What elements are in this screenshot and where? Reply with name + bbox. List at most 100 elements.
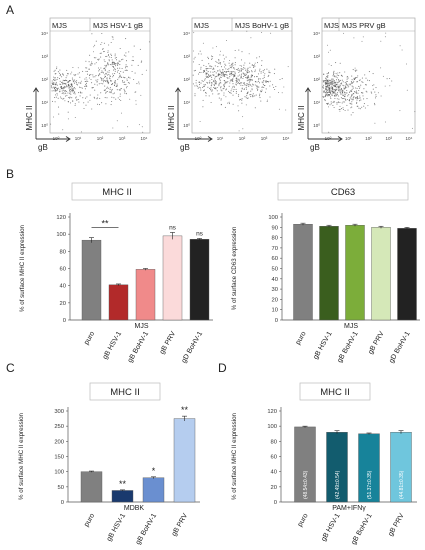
flow-event-dot (120, 70, 122, 73)
flow-event-dot (332, 104, 334, 107)
flow-event-dot (85, 67, 87, 69)
flow-event-dot (100, 56, 102, 58)
flow-event-dot (256, 87, 258, 89)
flow-x-axis-label: gB (180, 143, 190, 152)
flow-event-dot (342, 107, 344, 109)
flow-event-dot (217, 70, 219, 72)
flow-event-dot (54, 94, 57, 96)
flow-event-dot (372, 85, 373, 87)
flow-event-dot (111, 83, 113, 85)
flow-event-dot (100, 92, 102, 94)
flow-event-dot (256, 89, 259, 91)
flow-event-dot (363, 98, 365, 100)
flow-event-dot (243, 72, 245, 74)
flow-event-dot (245, 84, 247, 86)
flow-event-dot (229, 65, 231, 67)
flow-event-dot (103, 68, 105, 70)
flow-event-dot (84, 78, 86, 80)
flow-event-dot (104, 89, 106, 91)
flow-event-dot (354, 77, 356, 79)
flow-event-dot (54, 86, 56, 88)
flow-event-dot (228, 90, 230, 92)
flow-event-dot (206, 68, 208, 70)
flow-event-dot (272, 84, 274, 86)
flow-y-axis-label: MHC II (167, 106, 176, 131)
flow-event-dot (234, 49, 236, 52)
flow-event-dot (100, 71, 102, 73)
flow-event-dot (88, 68, 90, 70)
flow-event-dot (329, 81, 331, 83)
flow-event-dot (210, 87, 212, 89)
flow-event-dot (62, 81, 64, 83)
flow-event-dot (57, 71, 59, 73)
flow-event-dot (89, 99, 91, 101)
flow-event-dot (104, 97, 106, 99)
flow-event-dot (339, 108, 341, 110)
flow-event-dot (100, 67, 102, 69)
flow-event-dot (356, 76, 358, 79)
flow-event-dot (233, 67, 235, 69)
flow-event-dot (338, 89, 340, 91)
flow-event-dot (389, 77, 391, 80)
flow-event-dot (56, 66, 58, 68)
flow-event-dot (70, 89, 72, 91)
flow-event-dot (224, 82, 226, 84)
flow-event-dot (212, 47, 214, 49)
flow-event-dot (337, 81, 339, 83)
flow-event-dot (85, 60, 87, 62)
flow-event-dot (235, 81, 237, 83)
flow-event-dot (346, 104, 348, 106)
flow-event-dot (74, 93, 76, 95)
flow-event-dot (84, 97, 87, 99)
flow-panel-3: MJS MJS PRV gB 10⁰ 10⁰ 10¹ 10¹ 10² 10² 10³ 10³ 10⁴… (297, 17, 416, 152)
flow-event-dot (94, 63, 96, 65)
flow-event-dot (108, 91, 110, 93)
bar-chart-3: MHC II 0 50 100 150 200 250 300 % of surface MHC… (18, 382, 200, 546)
flow-event-dot (121, 59, 123, 61)
flow-event-dot (242, 77, 244, 80)
flow-event-dot (125, 60, 128, 62)
flow-event-dot (51, 90, 53, 92)
flow-event-dot (240, 75, 242, 77)
flow-event-dot (218, 97, 220, 99)
flow-event-dot (72, 80, 75, 82)
flow-event-dot (104, 76, 106, 78)
flow-event-dot (254, 65, 256, 67)
flow-event-dot (141, 126, 143, 128)
flow-event-dot (70, 87, 72, 89)
flow-event-dot (212, 55, 214, 58)
flow-event-dot (232, 86, 234, 88)
flow-event-dot (65, 95, 67, 97)
flow-event-dot (55, 79, 57, 81)
flow-event-dot (77, 98, 79, 101)
flow-dots (50, 32, 150, 133)
flow-event-dot (346, 84, 348, 86)
flow-event-dot (210, 71, 212, 73)
flow-event-dot (74, 104, 76, 107)
y-axis-label: % of surface MHC II expression (19, 224, 26, 312)
flow-event-dot (326, 89, 328, 91)
flow-event-dot (223, 61, 225, 63)
flow-event-dot (327, 72, 330, 74)
flow-event-dot (258, 79, 260, 81)
flow-event-dot (338, 98, 340, 100)
flow-event-dot (98, 83, 100, 85)
flow-event-dot (255, 81, 257, 83)
flow-event-dot (115, 59, 118, 61)
flow-event-dot (339, 62, 341, 64)
flow-event-dot (345, 85, 347, 87)
flow-event-dot (75, 97, 77, 99)
flow-event-dot (338, 80, 340, 82)
flow-event-dot (135, 100, 137, 102)
flow-event-dot (236, 78, 238, 80)
flow-event-dot (380, 95, 382, 97)
flow-event-dot (343, 88, 345, 90)
flow-event-dot (66, 73, 69, 75)
flow-event-dot (229, 73, 231, 75)
flow-event-dot (82, 70, 84, 72)
flow-event-dot (110, 54, 113, 56)
flow-event-dot (258, 86, 260, 88)
flow-event-dot (237, 67, 239, 69)
flow-event-dot (358, 87, 360, 90)
flow-event-dot (344, 71, 346, 73)
